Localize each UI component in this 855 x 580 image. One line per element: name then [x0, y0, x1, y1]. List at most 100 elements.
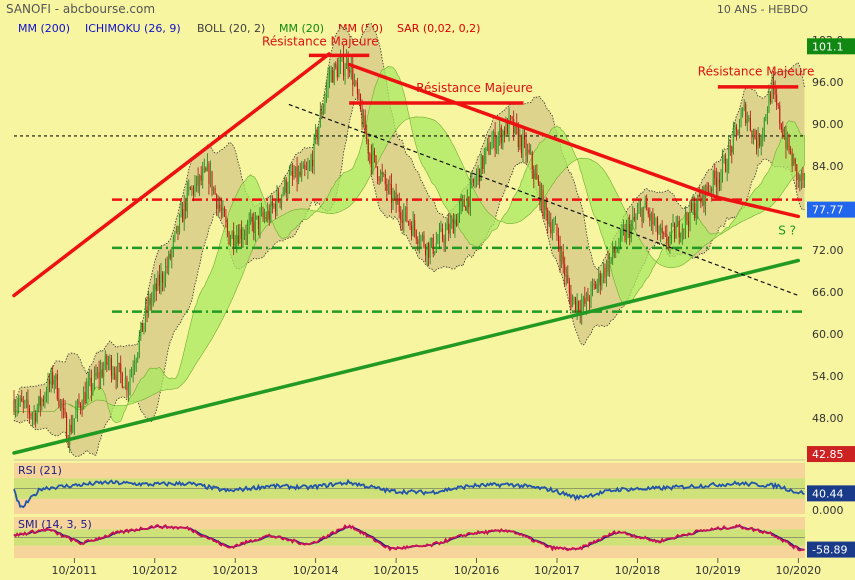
candle [598, 267, 600, 293]
candle-body [182, 209, 184, 223]
candle-body [508, 115, 510, 135]
candle [751, 130, 753, 144]
candle [619, 229, 621, 250]
candle-body [762, 132, 764, 139]
candle-body [533, 169, 535, 179]
candle-body [644, 201, 646, 207]
candle-body [636, 213, 638, 218]
candle [189, 186, 191, 191]
candle-body [403, 213, 405, 223]
candle [677, 215, 679, 227]
candle [483, 148, 485, 174]
candle [641, 207, 643, 228]
candle-body [496, 143, 498, 151]
candle-body [270, 201, 272, 220]
candle-body [175, 225, 177, 233]
candle [717, 171, 719, 198]
candle-body [455, 219, 457, 226]
candle-body [39, 396, 41, 407]
candle-body [691, 203, 693, 211]
candle-body [251, 217, 253, 222]
candle [304, 159, 306, 177]
candle [117, 352, 119, 388]
candle-body [482, 155, 484, 169]
candle-body [299, 171, 301, 176]
candle [33, 405, 35, 425]
candle-body [774, 88, 776, 95]
candle-body [717, 180, 719, 187]
smi-value: -58.89 [812, 544, 847, 557]
candle-body [483, 154, 485, 169]
candle [123, 386, 125, 389]
candle-body [434, 251, 436, 254]
candle-body [587, 293, 589, 301]
candle-body [321, 111, 323, 115]
candle [169, 249, 171, 261]
candle-body [178, 215, 181, 233]
candle [239, 224, 241, 244]
candle-body [267, 211, 269, 220]
candle [404, 206, 406, 222]
candle [519, 128, 521, 150]
candle-body [134, 365, 136, 370]
candle-body [81, 408, 83, 410]
candle [247, 219, 249, 246]
candle-body [660, 227, 662, 234]
candle-body [222, 207, 224, 211]
candle-body [494, 132, 496, 151]
candle [75, 400, 77, 419]
candle [434, 250, 436, 256]
candle [104, 350, 106, 371]
candle [126, 375, 128, 398]
candle-body [582, 297, 584, 304]
candle [30, 412, 32, 420]
candle [599, 270, 601, 295]
candle-body [169, 253, 171, 259]
candle [799, 173, 801, 192]
trendline-support [12, 258, 801, 455]
candle [472, 178, 474, 187]
candle [588, 295, 591, 311]
candle [604, 263, 606, 284]
candle-body [209, 171, 212, 185]
annotation-label: Résistance Majeure [698, 65, 815, 79]
candle-body [103, 367, 105, 377]
candle-body [457, 213, 459, 226]
legend-item: ICHIMOKU (26, 9) [85, 22, 181, 35]
candle-body [743, 104, 745, 110]
candle-body [511, 117, 513, 120]
candle-body [325, 87, 328, 99]
candle [200, 166, 202, 186]
candle [370, 144, 372, 176]
candle [372, 143, 374, 175]
candle [773, 71, 775, 99]
candle [564, 256, 566, 287]
candle [324, 93, 326, 114]
candle [737, 129, 739, 136]
candle [465, 205, 467, 211]
candle [503, 126, 505, 143]
candle [230, 234, 232, 247]
candle-body [96, 371, 99, 377]
low-badge-bg [807, 446, 855, 463]
candle-body [618, 246, 620, 251]
candle-body [217, 204, 219, 210]
candle [42, 395, 44, 407]
candle-body [214, 187, 216, 195]
candle-body [140, 322, 142, 337]
candle-body [291, 171, 293, 176]
candle-body [657, 218, 659, 234]
candle-body [381, 172, 383, 175]
candle [523, 127, 526, 149]
candle-body [602, 267, 604, 280]
candle [658, 225, 660, 235]
candle [742, 107, 744, 118]
candle-body [421, 235, 423, 237]
candle [327, 67, 329, 99]
candle-body [452, 219, 454, 234]
candle [233, 222, 235, 256]
candle [36, 403, 38, 424]
candle [101, 362, 103, 379]
candle-body [109, 358, 111, 363]
candle [381, 163, 383, 182]
